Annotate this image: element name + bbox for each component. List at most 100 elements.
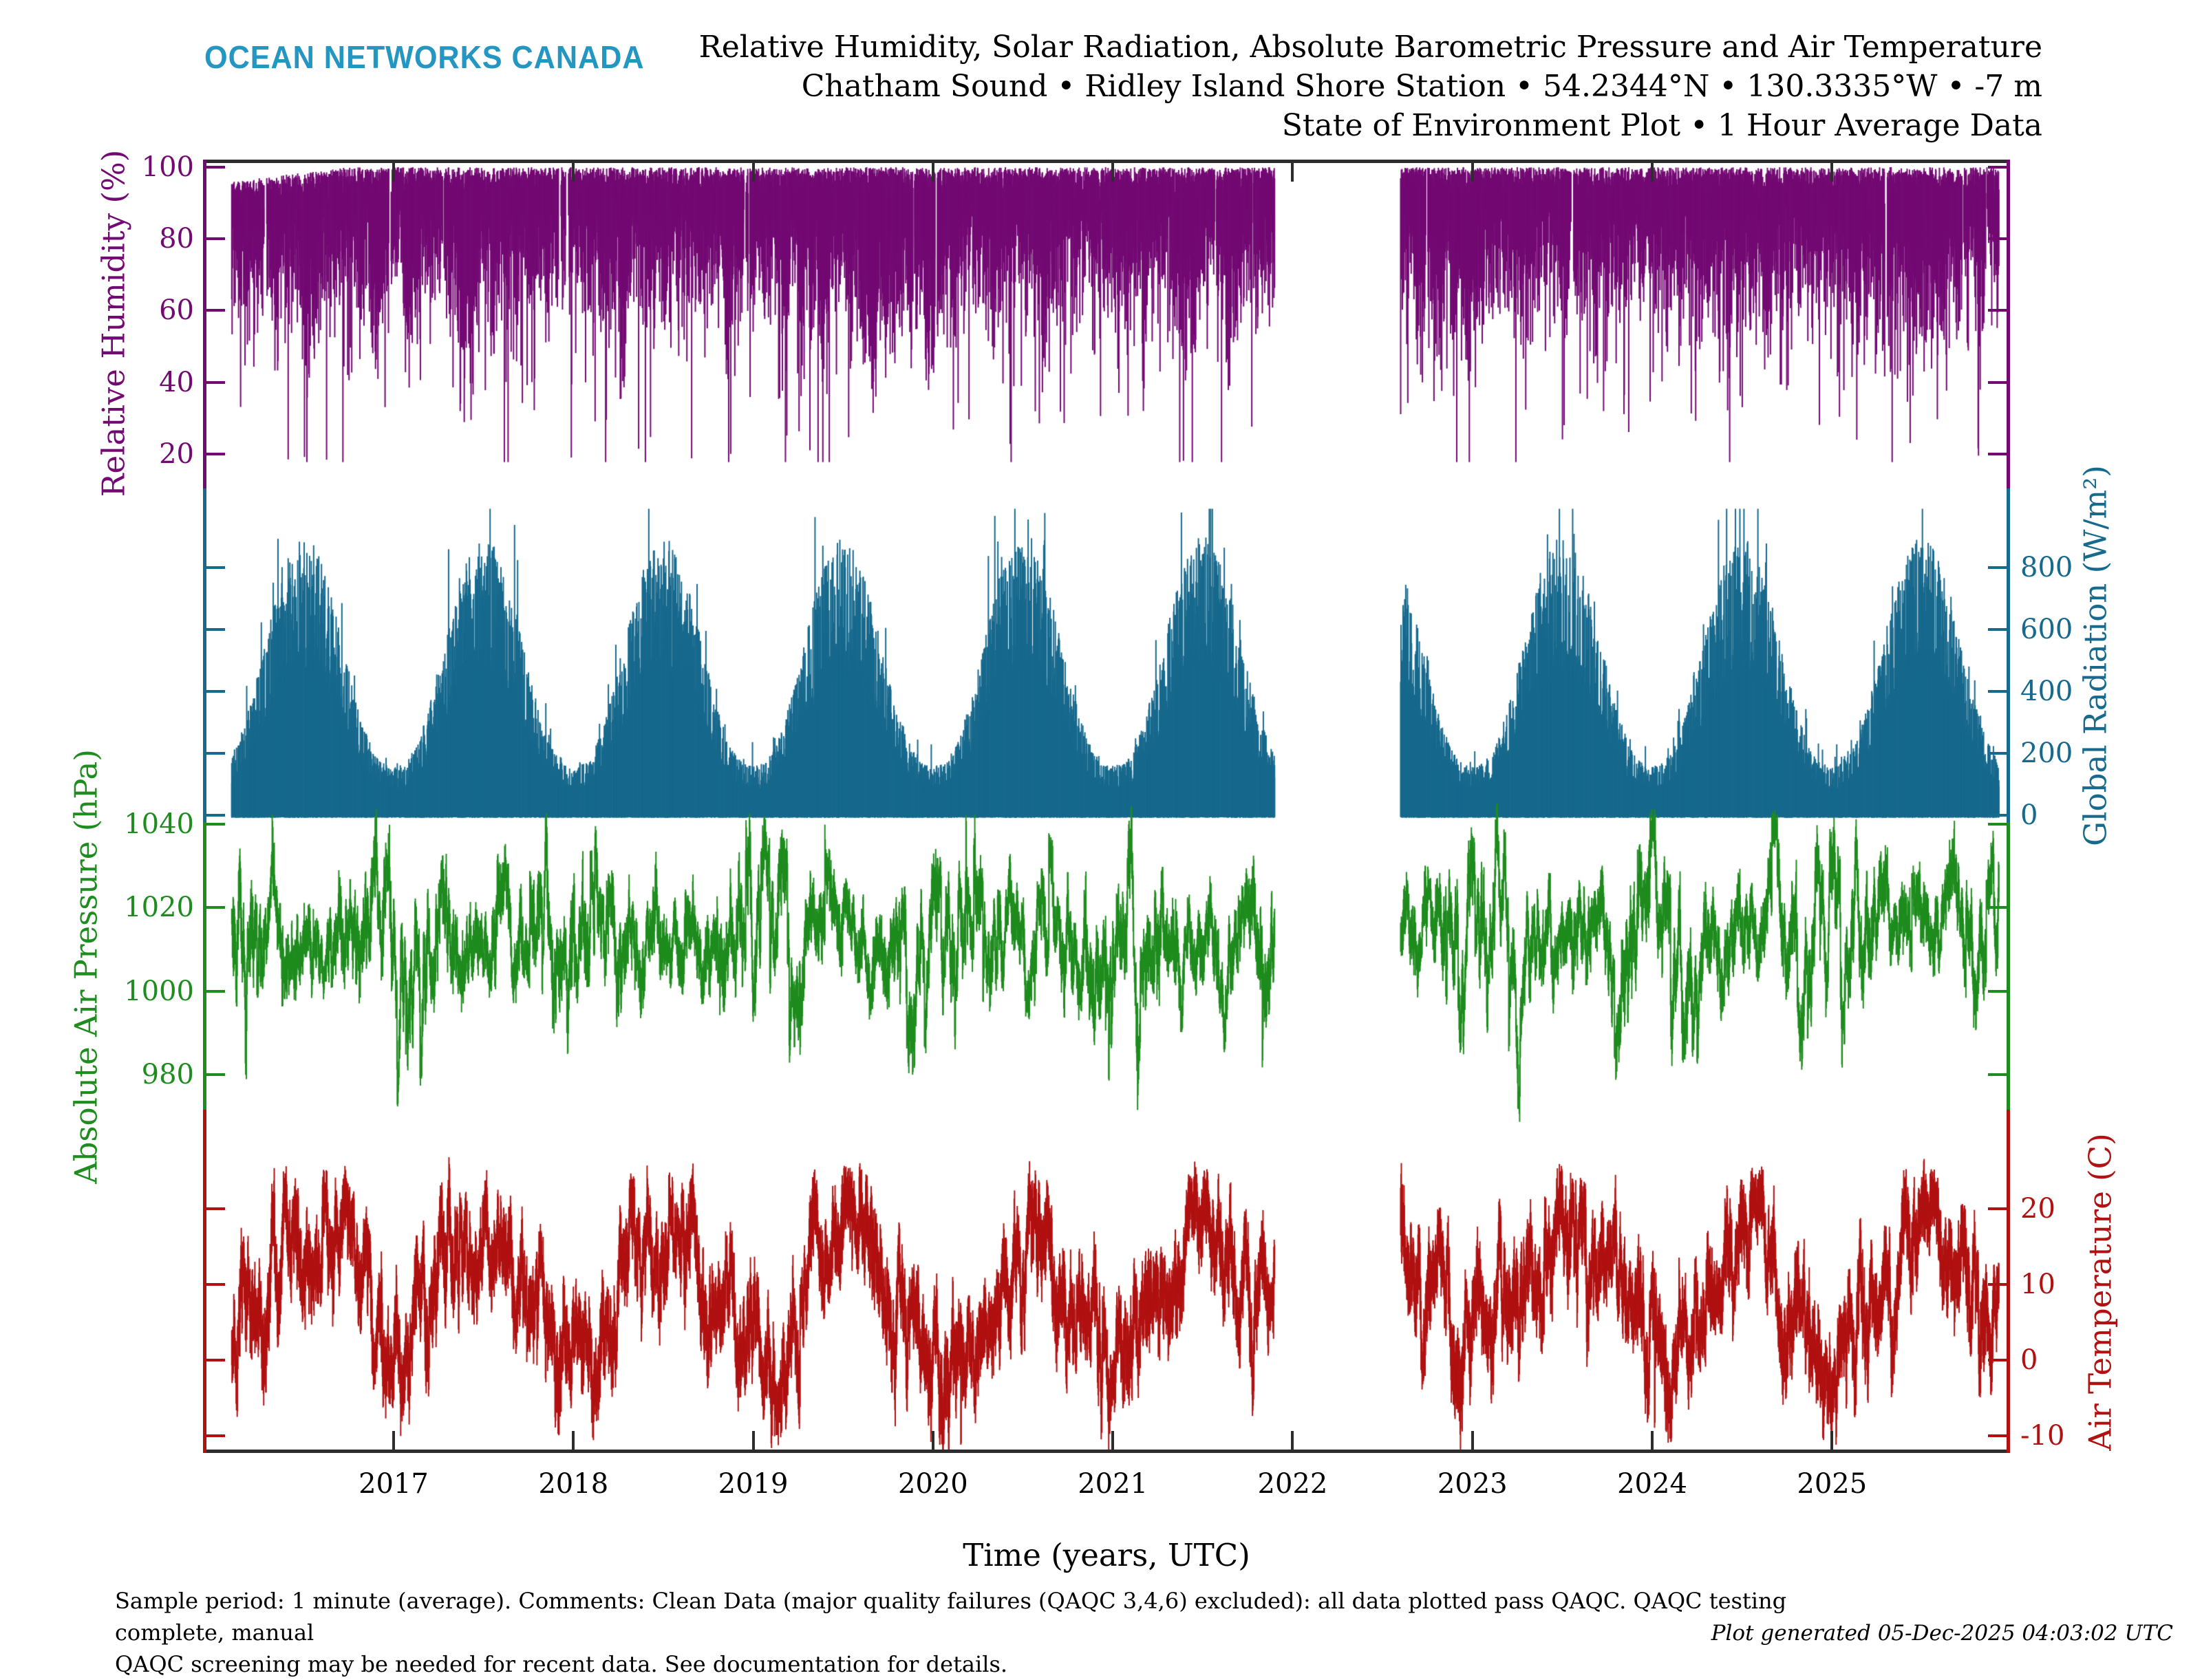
- footer-line-2: QAQC screening may be needed for recent …: [115, 1651, 1008, 1677]
- y-tick-right-pressure: [1988, 989, 2007, 993]
- y-tick-right-pressure: [1988, 906, 2007, 909]
- y-tick-label-temperature: 10: [2020, 1269, 2055, 1300]
- y-tick-label-radiation: 0: [2020, 799, 2038, 831]
- y-tick-left-temperature: [206, 1359, 225, 1361]
- y-tick-left-humidity: [206, 237, 225, 241]
- y-tick-left-radiation: [206, 752, 225, 755]
- x-tick-bottom: [1471, 1431, 1474, 1450]
- x-tick-bottom: [1291, 1431, 1294, 1450]
- footer-comments: Sample period: 1 minute (average). Comme…: [115, 1585, 1801, 1680]
- y-tick-label-radiation: 800: [2020, 552, 2073, 583]
- y-tick-right-humidity: [1988, 452, 2007, 455]
- x-tick-top: [1291, 163, 1294, 182]
- y-tick-left-pressure: [206, 823, 225, 826]
- y-tick-right-temperature: [1988, 1434, 2007, 1437]
- y-tick-label-humidity: 40: [159, 366, 194, 398]
- x-tick-label: 2018: [538, 1468, 609, 1500]
- x-tick-bottom: [751, 1431, 755, 1450]
- y-axis-title-radiation: Global Radiation (W/m²): [2077, 465, 2114, 846]
- y-tick-left-radiation: [206, 628, 225, 631]
- y-tick-left-pressure: [206, 906, 225, 909]
- title-line-2: Chatham Sound • Ridley Island Shore Stat…: [801, 69, 2042, 104]
- x-tick-label: 2021: [1078, 1468, 1148, 1500]
- y-tick-right-humidity: [1988, 309, 2007, 312]
- y-tick-label-pressure: 1040: [124, 808, 194, 840]
- onc-logo: OCEAN NETWORKS CANADA: [204, 39, 645, 75]
- y-tick-left-temperature: [206, 1207, 225, 1210]
- y-tick-label-radiation: 600: [2020, 614, 2073, 645]
- y-tick-right-temperature: [1988, 1207, 2007, 1210]
- x-tick-label: 2024: [1617, 1468, 1687, 1500]
- y-tick-left-pressure: [206, 989, 225, 993]
- y-tick-label-pressure: 980: [141, 1058, 194, 1090]
- y-tick-left-temperature: [206, 1283, 225, 1286]
- spine-right-radiation: [2007, 488, 2010, 822]
- spine-left-temperature: [203, 1110, 206, 1453]
- y-tick-left-radiation: [206, 566, 225, 569]
- y-tick-left-humidity: [206, 452, 225, 455]
- title-line-3: State of Environment Plot • 1 Hour Avera…: [1281, 108, 2042, 143]
- x-tick-label: 2017: [359, 1468, 429, 1500]
- y-tick-label-temperature: 0: [2020, 1344, 2038, 1376]
- x-tick-label: 2020: [897, 1468, 968, 1500]
- x-tick-top: [572, 163, 575, 182]
- y-tick-right-temperature: [1988, 1283, 2007, 1286]
- spine-right-temperature: [2007, 1110, 2010, 1453]
- spine-left-pressure: [203, 822, 206, 1110]
- y-tick-left-humidity: [206, 380, 225, 384]
- y-tick-left-humidity: [206, 166, 225, 169]
- y-tick-right-temperature: [1988, 1359, 2007, 1361]
- plot-frame-bottom: [203, 1450, 2010, 1453]
- x-axis-title: Time (years, UTC): [963, 1537, 1250, 1573]
- x-tick-bottom: [1651, 1431, 1654, 1450]
- title-line-1: Relative Humidity, Solar Radiation, Abso…: [698, 30, 2042, 65]
- y-tick-right-radiation: [1988, 690, 2007, 693]
- plot-title: Relative Humidity, Solar Radiation, Abso…: [688, 28, 2042, 145]
- x-tick-label: 2025: [1797, 1468, 1868, 1500]
- y-tick-label-humidity: 80: [159, 223, 194, 255]
- spine-right-humidity: [2007, 160, 2010, 488]
- y-tick-right-radiation: [1988, 566, 2007, 569]
- y-tick-right-pressure: [1988, 823, 2007, 826]
- y-axis-title-pressure: Absolute Air Pressure (hPa): [67, 749, 105, 1184]
- y-axis-title-temperature: Air Temperature (C): [2082, 1133, 2119, 1451]
- y-tick-left-radiation: [206, 814, 225, 817]
- x-tick-top: [392, 163, 395, 182]
- x-tick-bottom: [392, 1431, 395, 1450]
- y-tick-label-pressure: 1000: [124, 975, 194, 1007]
- y-tick-right-radiation: [1988, 752, 2007, 755]
- y-tick-right-humidity: [1988, 380, 2007, 384]
- x-tick-bottom: [1830, 1431, 1834, 1450]
- y-tick-label-radiation: 400: [2020, 676, 2073, 707]
- y-tick-left-pressure: [206, 1073, 225, 1076]
- y-tick-label-humidity: 100: [141, 151, 194, 183]
- y-tick-right-radiation: [1988, 628, 2007, 631]
- spine-right-pressure: [2007, 822, 2010, 1110]
- y-tick-label-temperature: 20: [2020, 1193, 2055, 1225]
- y-tick-right-humidity: [1988, 166, 2007, 169]
- spine-left-humidity: [203, 160, 206, 488]
- y-tick-left-radiation: [206, 690, 225, 693]
- y-axis-title-humidity: Relative Humidity (%): [95, 149, 132, 497]
- plot-frame-top: [203, 160, 2010, 163]
- x-tick-top: [1651, 163, 1654, 182]
- y-tick-right-pressure: [1988, 1073, 2007, 1076]
- x-tick-top: [751, 163, 755, 182]
- y-tick-right-humidity: [1988, 237, 2007, 241]
- footer-line-1: Sample period: 1 minute (average). Comme…: [115, 1588, 1787, 1646]
- y-tick-label-radiation: 200: [2020, 737, 2073, 769]
- x-tick-bottom: [572, 1431, 575, 1450]
- x-tick-bottom: [1111, 1431, 1115, 1450]
- spine-left-radiation: [203, 488, 206, 822]
- y-tick-label-temperature: -10: [2020, 1420, 2065, 1452]
- y-tick-right-radiation: [1988, 814, 2007, 817]
- x-tick-top: [1111, 163, 1115, 182]
- y-tick-left-temperature: [206, 1434, 225, 1437]
- x-tick-label: 2022: [1257, 1468, 1328, 1500]
- y-tick-label-humidity: 20: [159, 438, 194, 470]
- x-tick-top: [931, 163, 934, 182]
- x-tick-label: 2023: [1437, 1468, 1508, 1500]
